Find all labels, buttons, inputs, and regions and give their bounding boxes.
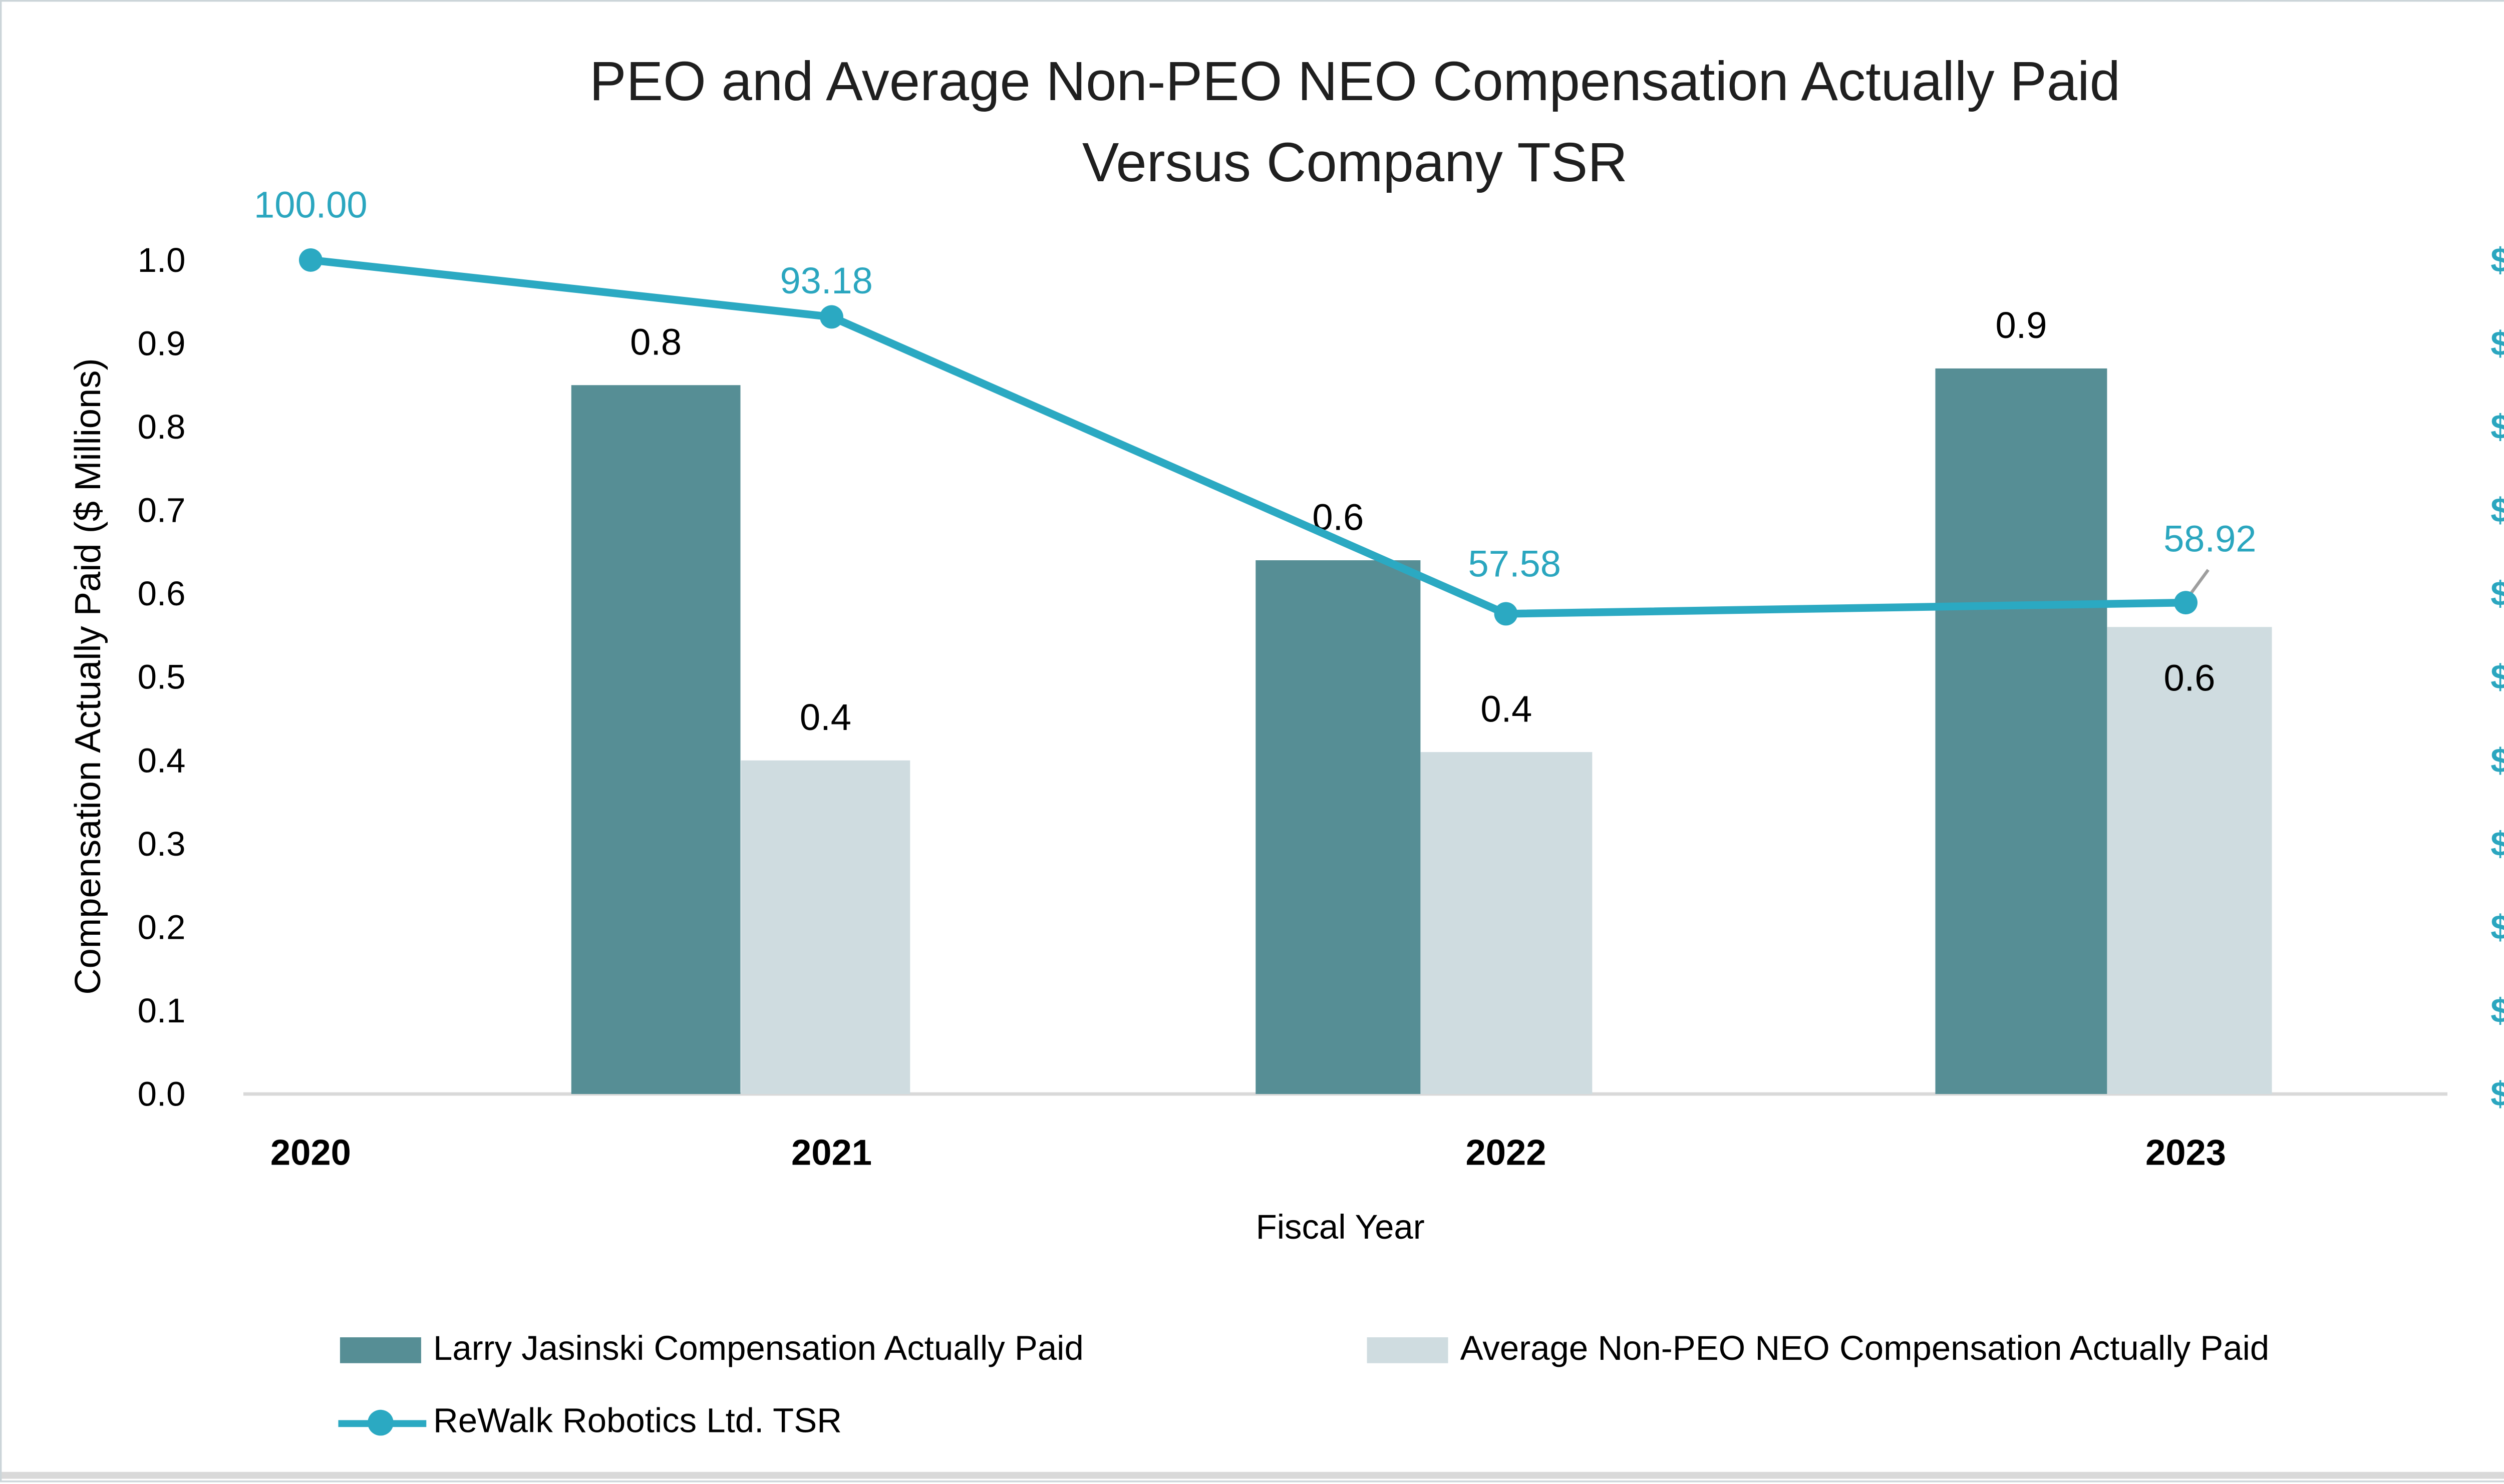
left-axis-tick-label: 0.0 xyxy=(138,1075,186,1114)
right-axis-tick-label: $60 xyxy=(2490,574,2504,613)
tsr-line xyxy=(306,256,2190,618)
left-axis-tick-label: 0.2 xyxy=(138,908,186,946)
right-axis-tick-label: $0 xyxy=(2490,1075,2504,1114)
bar-neo_bar-2021 xyxy=(741,760,910,1094)
tsr-data-label: 57.58 xyxy=(1468,543,1561,585)
tsr-data-label: 100.00 xyxy=(254,184,368,226)
left-axis-tick-label: 0.3 xyxy=(138,825,186,863)
right-axis-tick-label: $10 xyxy=(2490,991,2504,1030)
data-label-leader-line xyxy=(2187,569,2210,597)
x-axis-tick-label: 2022 xyxy=(1466,1133,1546,1173)
tsr-data-label: 58.92 xyxy=(2163,518,2256,560)
left-axis-tick-label: 0.1 xyxy=(138,991,186,1030)
bar-neo_bar-2022 xyxy=(1420,752,1593,1094)
tsr-marker-2020 xyxy=(298,248,323,272)
left-axis-tick-label: 0.7 xyxy=(138,491,186,530)
bar-data-label: 0.9 xyxy=(1995,304,2047,346)
bar-data-label: 0.4 xyxy=(1480,688,1532,729)
bar-data-label: 0.4 xyxy=(800,696,851,738)
left-axis-title: Compensation Actually Paid ($ Millions) xyxy=(69,358,109,995)
right-axis-tick-label: $70 xyxy=(2490,491,2504,530)
x-axis-title: Fiscal Year xyxy=(1256,1208,1425,1246)
bar-data-label: 0.6 xyxy=(2163,657,2215,698)
right-axis-tick-label: $40 xyxy=(2490,741,2504,780)
left-axis-tick-label: 0.4 xyxy=(138,741,186,780)
tsr-data-label: 93.18 xyxy=(780,260,872,301)
x-axis-tick-label: 2020 xyxy=(270,1133,351,1173)
bar-data-label: 0.8 xyxy=(630,321,682,363)
tsr-marker-2023 xyxy=(2174,591,2198,615)
tsr-marker-2021 xyxy=(820,305,843,329)
chart-title-line2: Versus Company TSR xyxy=(1082,131,1628,194)
bar-peo_bar-2023 xyxy=(1935,368,2107,1094)
tsr-marker-2022 xyxy=(1494,602,1518,626)
bar-peo_bar-2021 xyxy=(571,385,741,1094)
right-axis-tick-label: $20 xyxy=(2490,908,2504,946)
right-axis-tick-label: $50 xyxy=(2490,658,2504,696)
left-axis-tick-label: 0.8 xyxy=(138,408,186,446)
chart-title-line1: PEO and Average Non-PEO NEO Compensation… xyxy=(589,50,2120,113)
left-axis-tick-label: 0.6 xyxy=(138,574,186,613)
right-axis-tick-label: $80 xyxy=(2490,408,2504,446)
x-axis-tick-label: 2023 xyxy=(2145,1133,2226,1173)
left-axis-tick-label: 1.0 xyxy=(138,241,186,279)
bar-neo_bar-2023 xyxy=(2107,627,2272,1094)
bottom-border-strip xyxy=(2,1471,2504,1479)
bar-peo_bar-2022 xyxy=(1256,560,1421,1094)
right-axis-tick-label: $30 xyxy=(2490,825,2504,863)
right-axis-tick-label: $90 xyxy=(2490,324,2504,362)
left-axis-tick-label: 0.9 xyxy=(138,324,186,362)
right-axis-tick-label: $100 xyxy=(2490,241,2504,279)
left-axis-tick-label: 0.5 xyxy=(138,658,186,696)
x-axis-tick-label: 2021 xyxy=(791,1133,872,1173)
